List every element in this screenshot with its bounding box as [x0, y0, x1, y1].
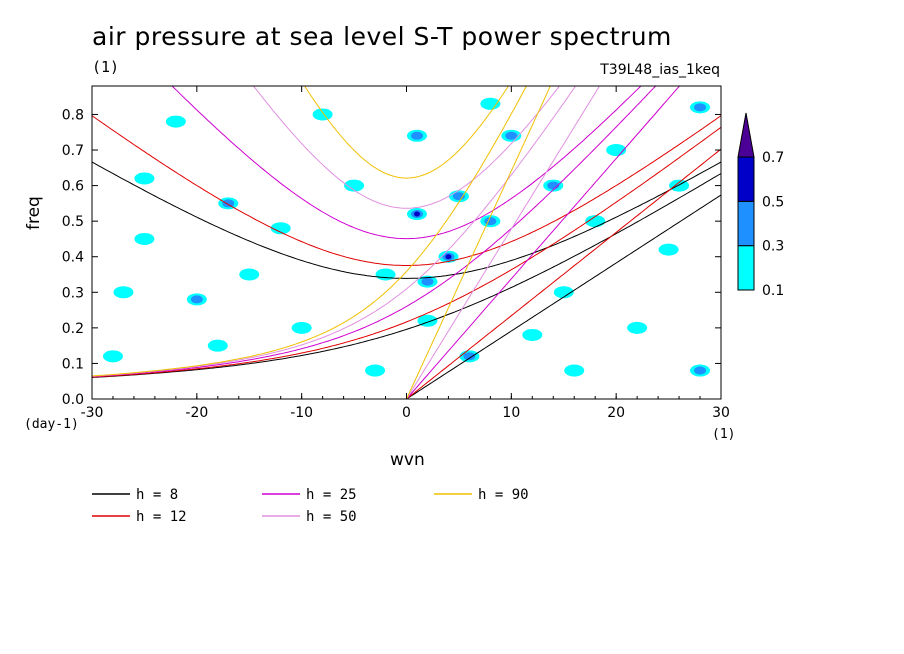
contour-blob-core	[463, 352, 476, 361]
x-tick-label: 0	[402, 405, 411, 421]
dispersion-curve-90	[406, 86, 551, 399]
y-tick-label: 0.5	[62, 214, 84, 230]
dispersion-curve-25	[171, 86, 642, 240]
contour-blob	[102, 350, 123, 363]
legend-label: h = 90	[478, 487, 529, 503]
colorbar-label: 0.5	[762, 194, 784, 210]
dispersion-curve-12	[92, 115, 721, 266]
contour-blob	[312, 108, 333, 121]
x-tick-label: -20	[185, 405, 208, 421]
contour-blob	[113, 286, 134, 299]
dispersion-curve-50	[92, 86, 577, 377]
contour-blob	[585, 215, 606, 228]
contour-blob-core	[547, 181, 560, 190]
units-label: (1)	[92, 58, 120, 76]
contour-blob	[134, 232, 155, 245]
contour-blob	[239, 268, 260, 281]
colorbar-segment	[737, 245, 755, 291]
chart-title: air pressure at sea level S-T power spec…	[92, 22, 672, 51]
x-tick-label: -10	[290, 405, 313, 421]
contour-blob-core	[410, 131, 423, 140]
contour-blob-peak	[413, 211, 420, 217]
plot-area	[92, 86, 721, 399]
y-tick-label: 0.8	[62, 107, 84, 123]
contour-blob	[270, 222, 291, 235]
colorbar-segment	[737, 200, 755, 247]
contour-blob-core	[505, 131, 518, 140]
contour-blob	[207, 339, 228, 352]
y-tick-label: 0.3	[62, 285, 84, 301]
contour-blob	[165, 115, 186, 128]
x-axis-label: wvn	[390, 450, 425, 470]
contour-blob-core	[694, 103, 707, 112]
y-tick-label: 0.6	[62, 179, 84, 195]
y-tick-label: 0.7	[62, 143, 84, 159]
contour-blob-peak	[445, 254, 452, 260]
y-tick-label: 0.4	[62, 250, 84, 266]
legend-label: h = 8	[136, 487, 178, 503]
x-tick-label: 20	[607, 405, 625, 421]
dispersion-curve-12	[92, 126, 721, 378]
dispersion-curve-90	[92, 86, 528, 377]
contour-blob-core	[190, 295, 203, 304]
y-tick-label: 0.0	[62, 392, 84, 408]
legend-label: h = 50	[306, 509, 357, 525]
legend-label: h = 25	[306, 487, 357, 503]
dispersion-curve-12	[406, 148, 721, 399]
colorbar-arrow	[737, 112, 755, 158]
dispersion-curve-8	[92, 161, 721, 279]
contour-blob	[522, 328, 543, 341]
x-tick-label: 10	[502, 405, 520, 421]
dispersion-curve-25	[406, 86, 681, 399]
contour-blob	[134, 172, 155, 185]
dispersion-curve-50	[252, 86, 561, 209]
dispersion-curve-25	[92, 86, 657, 378]
contour-blob	[480, 97, 501, 110]
colorbar-label: 0.1	[762, 283, 784, 299]
y-tick-label: 0.1	[62, 356, 84, 372]
contour-blob	[365, 364, 386, 377]
contour-blob	[658, 243, 679, 256]
dispersion-curve-90	[304, 86, 509, 179]
contour-blob-core	[421, 277, 434, 286]
contour-blob-core	[694, 366, 707, 375]
run-label: T39L48_ias_1keq	[600, 62, 720, 78]
contour-blob	[627, 321, 648, 334]
colorbar-label: 0.3	[762, 239, 784, 255]
y-tick-label: 0.2	[62, 321, 84, 337]
y-axis-units: (day-1)	[24, 417, 79, 432]
x-tick-label: 30	[712, 405, 730, 421]
colorbar-label: 0.7	[762, 150, 784, 166]
x-axis-units: (1)	[712, 427, 736, 442]
contour-blob-core	[484, 217, 497, 226]
contour-blob	[291, 321, 312, 334]
legend-label: h = 12	[136, 509, 187, 525]
contour-blob	[375, 268, 396, 281]
plot-frame	[91, 85, 722, 400]
colorbar-segment	[737, 156, 755, 202]
dispersion-curve-8	[92, 173, 721, 378]
x-tick-label: -30	[81, 405, 104, 421]
contour-blob	[344, 179, 365, 192]
contour-blob	[564, 364, 585, 377]
contour-blob	[553, 286, 574, 299]
contour-blob-core	[222, 199, 235, 208]
dispersion-curve-8	[406, 194, 721, 399]
dispersion-curve-50	[406, 86, 601, 399]
